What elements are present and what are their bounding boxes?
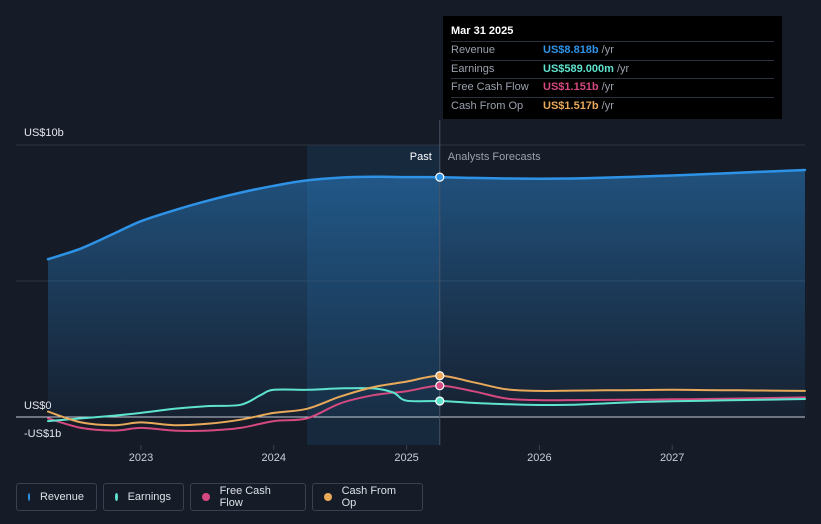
tooltip-row-cash-from-op: Cash From Op US$1.517b /yr [451,96,774,116]
tooltip-label: Revenue [451,44,496,56]
series-line-earnings [47,387,806,423]
series-line-revenue [46,168,807,261]
tooltip-row-earnings: Earnings US$589.000m /yr [451,59,774,79]
forecast-label: Analysts Forecasts [448,151,541,163]
tooltip-value: US$1.151b [543,81,599,93]
x-axis-ticks: 2023 2024 2025 2026 2027 [129,445,684,464]
y-tick-label: US$0 [24,400,52,412]
tooltip-label: Earnings [451,62,495,75]
tooltip-unit: /yr [601,81,614,93]
legend-label: Cash From Op [341,485,396,509]
tooltip-label: Free Cash Flow [451,81,529,93]
legend-dot-icon [202,493,210,501]
marker-free-cash-flow [435,381,445,391]
series-line-free-cash-flow [47,384,806,432]
marker-cash-from-op [435,371,445,381]
tooltip-date: Mar 31 2025 [451,25,514,37]
series-lines [46,168,807,432]
legend-label: Earnings [127,491,171,503]
x-tick-label: 2026 [527,452,551,464]
tooltip-row-revenue: Revenue US$8.818b /yr [451,41,774,60]
legend-label: Free Cash Flow [219,485,271,509]
x-tick-label: 2025 [394,452,418,464]
x-tick-label: 2024 [262,452,286,464]
legend-earnings[interactable]: Earnings [103,483,184,511]
y-axis-ticks: US$10b US$0 -US$1b [24,127,64,440]
legend-dot-icon [115,493,118,501]
tooltip: Mar 31 2025 Revenue US$8.818b /yr Earnin… [443,16,782,119]
legend-dot-icon [324,493,332,501]
tooltip-unit: /yr [616,62,630,75]
x-tick-label: 2023 [129,452,153,464]
tooltip-unit: /yr [601,99,614,112]
point-markers [435,172,445,406]
tooltip-value: US$589.000m [543,62,614,75]
legend-revenue[interactable]: Revenue [16,483,97,511]
legend-label: Revenue [39,491,84,503]
tooltip-row-free-cash-flow: Free Cash Flow US$1.151b /yr [451,78,774,97]
past-label: Past [410,151,432,163]
y-tick-label: US$10b [24,127,64,139]
revenue-area [48,170,805,417]
y-tick-label: -US$1b [24,428,61,440]
series-line-cash-from-op [47,374,806,427]
legend-free-cash-flow[interactable]: Free Cash Flow [190,483,306,511]
tooltip-unit: /yr [601,44,614,56]
tooltip-value: US$8.818b [543,44,599,56]
tooltip-value: US$1.517b [543,99,599,112]
tooltip-label: Cash From Op [451,99,524,112]
legend-dot-icon [28,493,30,501]
marker-earnings [435,396,445,406]
legend-cash-from-op[interactable]: Cash From Op [312,483,423,511]
legend: Revenue Earnings Free Cash Flow Cash Fro… [16,483,423,511]
x-tick-label: 2027 [660,452,684,464]
marker-revenue [435,172,445,182]
